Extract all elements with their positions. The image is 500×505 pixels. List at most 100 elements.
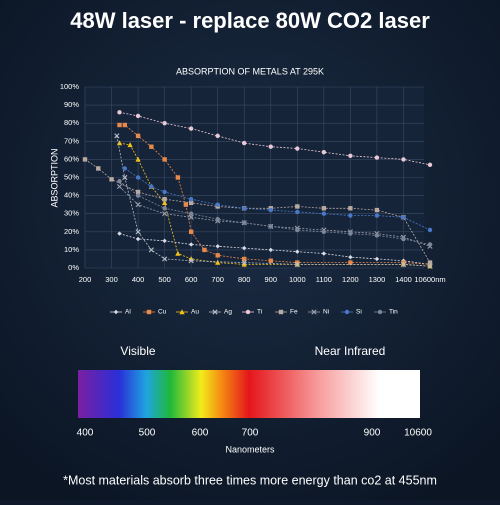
data-point [295,227,300,233]
legend-marker [146,309,152,315]
data-point [295,209,300,215]
data-point [162,121,167,126]
spectrum-tick: 600 [192,428,209,439]
data-point [348,153,353,158]
x-tick-label: 900 [265,275,278,284]
spectrum-tick: 500 [139,428,156,439]
data-point [188,242,194,247]
data-point [321,149,327,155]
data-point [321,206,327,211]
legend-label: Si [356,309,362,316]
x-tick-label: 600 [185,275,198,284]
x-tick-label: 1100 [316,275,332,284]
legend-label: Tin [389,309,398,316]
data-point [295,249,300,254]
spectrum-tick: 900 [364,428,381,439]
x-tick-label: 400 [132,275,145,284]
data-point [242,220,247,225]
y-tick-label: 10% [64,245,79,254]
data-point [268,224,273,229]
spectrum-axis-label: Nanometers [225,444,275,454]
y-tick-label: 100% [60,82,80,91]
y-tick-label: 20% [64,227,79,236]
data-point [109,177,114,182]
data-point [215,244,220,249]
y-tick-label: 0% [68,263,79,272]
data-point [215,216,220,222]
data-point [401,157,406,162]
data-point [135,133,141,139]
legend-label: Ag [224,309,232,316]
data-point [135,175,141,180]
y-tick-label: 60% [64,154,79,163]
legend-marker [278,309,284,315]
data-point [162,200,168,206]
data-point [427,260,433,265]
data-point [348,213,353,218]
series-line [116,135,431,267]
data-point [117,110,122,115]
spectrum-tick: 700 [242,428,259,439]
data-point [188,200,194,206]
legend-marker [212,309,218,315]
data-point [202,247,207,253]
x-tick-label: 700 [211,275,224,284]
plot: 0% 10% 20% 30% 40% 50% 60% 70% 80% 90% 100% 200 300 4… [60,82,446,284]
legend-label: Al [125,309,131,316]
spectrum-tick: 400 [77,428,94,439]
y-tick-label: 30% [64,209,79,218]
legend-label: Fe [290,309,298,316]
data-point [162,256,168,262]
data-point [188,229,194,234]
series-line [84,159,431,263]
data-point [162,189,167,195]
series-line [119,124,431,265]
data-point [242,140,247,146]
series [114,133,433,269]
legend-marker [377,309,383,315]
data-point [162,197,167,202]
series [117,110,433,168]
spectrum-bar [78,370,420,418]
data-point [127,142,133,148]
data-point [242,256,247,262]
legend-marker [311,309,317,315]
legend-label: Ti [257,309,262,316]
x-tick-label: 200 [79,275,92,284]
series-line [119,142,431,267]
data-point [135,189,141,195]
data-point [117,122,122,128]
data-point [188,258,194,264]
region-label: Visible [120,344,155,358]
data-point [162,157,167,162]
x-tick-label: 300 [105,275,118,284]
legend-marker [179,309,185,315]
x-tick-label: 1400 [395,275,412,284]
data-point [148,247,154,253]
chart-title: ABSORPTION OF METALS AT 295K [176,66,324,76]
data-point [82,157,88,162]
data-point [241,261,247,267]
y-tick-label: 50% [64,172,79,181]
data-point [374,213,380,218]
data-point [242,206,247,211]
data-point [135,193,141,198]
data-point [374,155,380,160]
footnote: *Most materials absorb three times more … [63,473,437,487]
page-title: 48W laser - replace 80W CO2 laser [70,8,430,33]
data-point [295,146,300,151]
y-tick-label: 70% [64,136,79,145]
data-point [175,175,181,180]
data-point [122,166,128,171]
data-point [268,247,273,253]
x-tick-label: 500 [158,275,171,284]
series [117,231,433,267]
x-tick-label: 1200 [342,275,359,284]
data-point [294,261,300,267]
data-point [215,133,220,139]
data-point [114,133,120,139]
series [117,178,433,247]
data-point [427,242,433,247]
data-point [175,250,181,256]
